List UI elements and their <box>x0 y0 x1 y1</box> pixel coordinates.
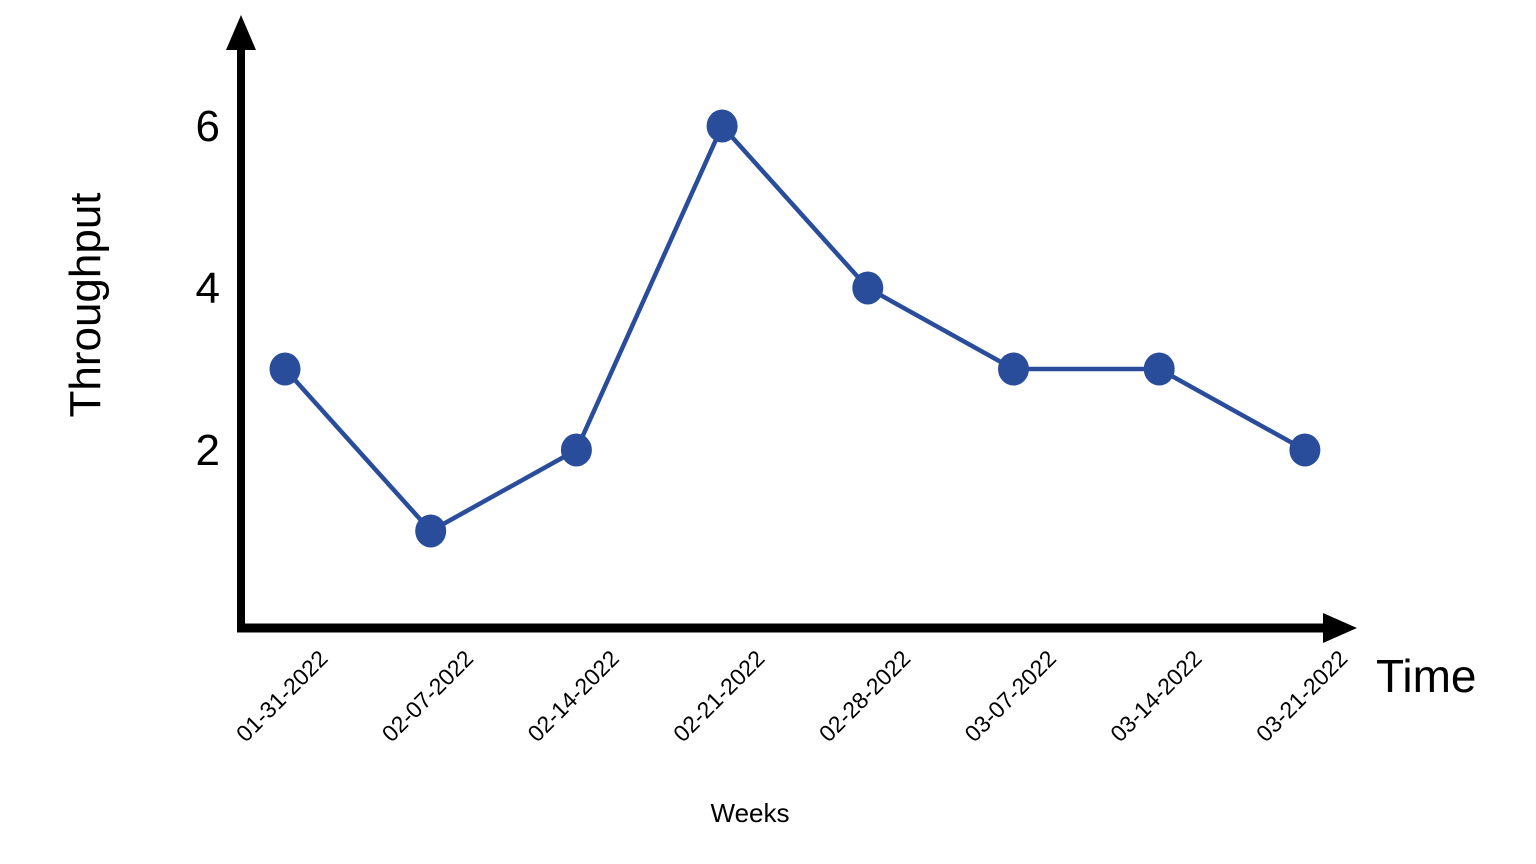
x-tick-labels: 01-31-2022 02-07-2022 02-14-2022 02-21-2022… <box>231 645 1352 747</box>
x-tick-label: 02-14-2022 <box>522 645 624 747</box>
data-point-marker <box>852 271 884 305</box>
x-tick-label: 02-07-2022 <box>377 645 479 747</box>
y-tick-label: 6 <box>196 102 220 151</box>
data-point-marker <box>1289 433 1321 467</box>
x-axis-title: Time <box>1376 650 1477 702</box>
x-tick-label: 01-31-2022 <box>231 645 333 747</box>
data-point-marker <box>269 352 301 386</box>
series-line <box>283 121 1306 534</box>
x-tick-label: 03-07-2022 <box>959 645 1061 747</box>
x-tick-label: 02-28-2022 <box>814 645 916 747</box>
data-point-marker <box>415 514 447 548</box>
x-tick-label: 03-21-2022 <box>1251 645 1353 747</box>
x-axis-subtitle: Weeks <box>711 798 790 828</box>
y-tick-labels: 2 4 6 <box>196 102 220 475</box>
axes <box>226 15 1357 643</box>
data-point-marker <box>706 109 738 143</box>
y-tick-label: 2 <box>196 426 220 475</box>
x-tick-label: 02-21-2022 <box>668 645 770 747</box>
data-point-marker <box>998 352 1029 386</box>
data-point-marker <box>1143 352 1175 386</box>
x-tick-label: 03-14-2022 <box>1105 645 1207 747</box>
y-tick-label: 4 <box>196 264 220 313</box>
y-axis-arrowhead-icon <box>226 15 256 50</box>
y-axis-title: Throughput <box>61 192 110 417</box>
data-series <box>269 109 1321 548</box>
data-point-marker <box>560 433 592 467</box>
x-axis-arrowhead-icon <box>1323 613 1357 643</box>
